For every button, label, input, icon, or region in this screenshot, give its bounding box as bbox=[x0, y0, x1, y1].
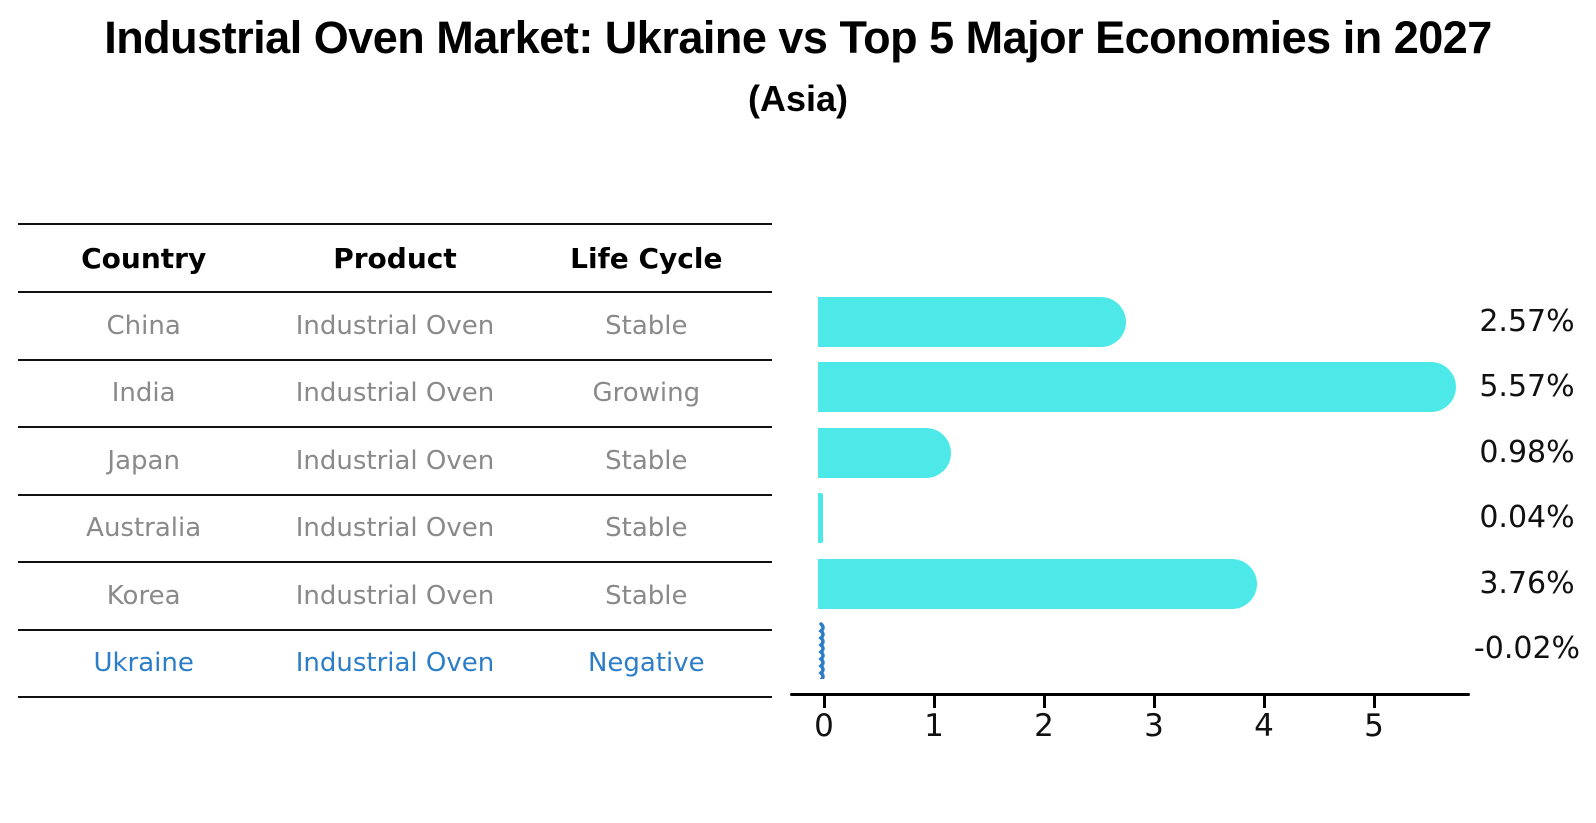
x-tick-label-2: 2 bbox=[1034, 708, 1054, 744]
cell-country: Japan bbox=[107, 445, 180, 476]
cell-country: India bbox=[111, 378, 176, 409]
cell-country: Korea bbox=[106, 580, 181, 611]
x-tick-label-3: 3 bbox=[1144, 708, 1164, 744]
chart-subtitle: (Asia) bbox=[747, 78, 849, 119]
cell-product: Industrial Oven bbox=[295, 310, 495, 341]
cell-lifecycle: Stable bbox=[605, 445, 688, 476]
cell-country: Ukraine bbox=[93, 648, 194, 679]
table-header-country: Country bbox=[81, 241, 207, 275]
value-label-korea: 3.76% bbox=[1479, 565, 1575, 601]
x-tick-mark-2 bbox=[1042, 696, 1046, 708]
value-label-india: 5.57% bbox=[1479, 369, 1575, 405]
x-tick-mark-4 bbox=[1262, 696, 1266, 708]
bar-japan bbox=[818, 427, 951, 478]
table-row-australia: Australia Industrial Oven Stable bbox=[18, 496, 772, 563]
table-header-product: Product bbox=[333, 241, 457, 275]
cell-product: Industrial Oven bbox=[295, 580, 495, 611]
x-tick-label-5: 5 bbox=[1364, 708, 1384, 744]
cell-product: Industrial Oven bbox=[295, 648, 495, 679]
chart-title: Industrial Oven Market: Ukraine vs Top 5… bbox=[104, 12, 1492, 63]
table-row-china: China Industrial Oven Stable bbox=[18, 293, 772, 361]
x-axis-line bbox=[790, 693, 1470, 696]
cell-lifecycle: Stable bbox=[605, 580, 688, 611]
value-label-ukraine: -0.02% bbox=[1473, 631, 1581, 667]
country-table: Country Product Life Cycle China Industri… bbox=[18, 223, 772, 698]
cell-lifecycle: Stable bbox=[605, 310, 688, 341]
cell-lifecycle: Growing bbox=[592, 378, 701, 409]
x-tick-label-0: 0 bbox=[814, 708, 834, 744]
cell-country: Australia bbox=[86, 513, 202, 544]
cell-product: Industrial Oven bbox=[295, 513, 495, 544]
bar-china bbox=[818, 296, 1126, 347]
value-label-japan: 0.98% bbox=[1479, 434, 1575, 470]
value-label-australia: 0.04% bbox=[1479, 500, 1575, 536]
table-header-lifecycle: Life Cycle bbox=[570, 241, 723, 275]
table-row-korea: Korea Industrial Oven Stable bbox=[18, 563, 772, 631]
cell-product: Industrial Oven bbox=[295, 378, 495, 409]
cell-country: China bbox=[106, 310, 181, 341]
table-header-row: Country Product Life Cycle bbox=[18, 223, 772, 293]
cell-lifecycle: Negative bbox=[587, 648, 705, 679]
x-tick-mark-5 bbox=[1372, 696, 1376, 708]
cell-lifecycle: Stable bbox=[605, 513, 688, 544]
x-tick-mark-1 bbox=[932, 696, 936, 708]
negative-bar-squiggle-ukraine bbox=[818, 622, 825, 680]
x-tick-label-4: 4 bbox=[1254, 708, 1274, 744]
value-label-china: 2.57% bbox=[1479, 303, 1575, 339]
x-tick-label-1: 1 bbox=[924, 708, 944, 744]
cell-product: Industrial Oven bbox=[295, 445, 495, 476]
table-row-india: India Industrial Oven Growing bbox=[18, 361, 772, 428]
table-row-ukraine: Ukraine Industrial Oven Negative bbox=[18, 631, 772, 698]
x-tick-mark-3 bbox=[1152, 696, 1156, 708]
bar-korea bbox=[818, 558, 1257, 609]
table-body: China Industrial Oven Stable India Industria… bbox=[18, 293, 772, 698]
x-tick-mark-0 bbox=[822, 696, 826, 708]
bar-india bbox=[818, 362, 1456, 413]
table-row-japan: Japan Industrial Oven Stable bbox=[18, 428, 772, 496]
bar-australia bbox=[818, 493, 823, 544]
